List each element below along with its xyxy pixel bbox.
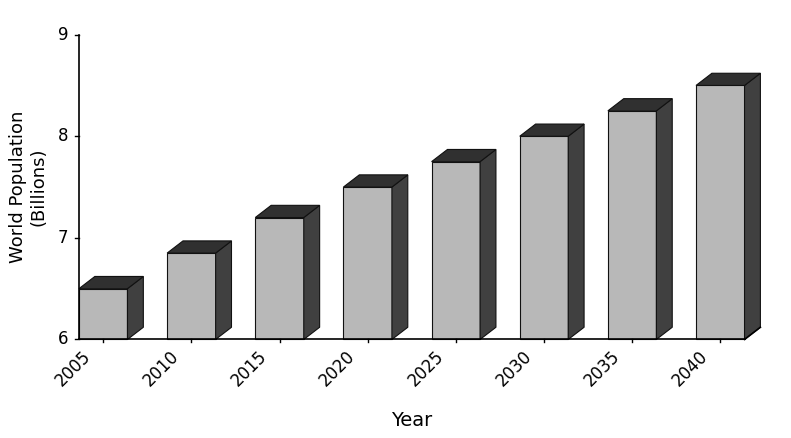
Text: 9: 9	[58, 26, 68, 44]
Polygon shape	[696, 85, 744, 339]
Polygon shape	[568, 124, 584, 339]
Polygon shape	[167, 253, 216, 339]
Polygon shape	[520, 124, 584, 136]
Text: 8: 8	[58, 127, 68, 145]
Text: 2020: 2020	[316, 348, 359, 390]
Text: 2035: 2035	[581, 348, 623, 390]
Polygon shape	[343, 175, 408, 187]
Polygon shape	[216, 241, 232, 339]
Polygon shape	[696, 73, 760, 85]
Polygon shape	[480, 149, 496, 339]
Text: 2015: 2015	[228, 348, 271, 390]
Text: 2030: 2030	[493, 348, 536, 390]
Polygon shape	[608, 99, 672, 111]
Polygon shape	[255, 205, 320, 218]
Text: 7: 7	[58, 229, 68, 247]
Polygon shape	[608, 111, 657, 339]
Text: 2040: 2040	[669, 348, 711, 390]
Text: World Population
(Billions): World Population (Billions)	[9, 111, 47, 263]
Polygon shape	[127, 276, 143, 339]
Text: 6: 6	[58, 330, 68, 349]
Polygon shape	[432, 149, 496, 162]
Polygon shape	[432, 162, 480, 339]
Polygon shape	[343, 187, 392, 339]
Text: 2025: 2025	[404, 348, 447, 390]
Polygon shape	[167, 241, 232, 253]
Polygon shape	[392, 175, 408, 339]
Polygon shape	[304, 205, 320, 339]
Text: 2005: 2005	[52, 348, 94, 390]
Polygon shape	[79, 289, 127, 339]
Polygon shape	[744, 73, 760, 339]
Polygon shape	[255, 218, 304, 339]
Polygon shape	[520, 136, 568, 339]
Text: Year: Year	[391, 410, 433, 430]
Text: 2010: 2010	[140, 348, 183, 390]
Polygon shape	[79, 276, 143, 289]
Polygon shape	[657, 99, 672, 339]
